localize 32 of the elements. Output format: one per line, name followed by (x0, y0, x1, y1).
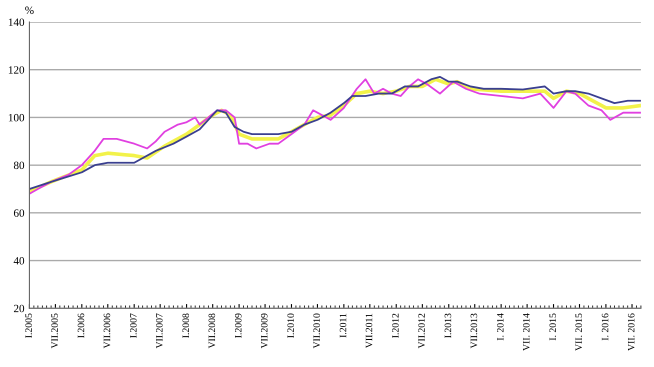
x-tick-label: I.2008 (182, 314, 190, 338)
x-tick-label: I.2007 (130, 313, 137, 338)
y-tick-label: 140 (8, 18, 24, 26)
x-tick-label: VII.2007 (156, 313, 163, 348)
x-tick-label: VII. 2014 (522, 313, 530, 351)
x-tick-label: I.2009 (234, 314, 242, 338)
x-tick-label: VII.2009 (260, 314, 268, 348)
x-tick-label: VII. 2016 (628, 313, 635, 351)
x-tick-label: VII.2010 (313, 314, 320, 348)
x-tick-label: I.2010 (287, 314, 294, 338)
x-tick-label: I. 2014 (497, 313, 504, 340)
x-tick-label: VII.2008 (208, 314, 216, 348)
x-tick-label: VII.2006 (104, 313, 110, 348)
x-tick-label: I.2012 (392, 314, 399, 338)
x-tick-label: I. 2015 (549, 314, 556, 340)
x-tick-label: I. 2016 (602, 313, 608, 340)
x-tick-label: I.2013 (444, 314, 452, 338)
x-tick-label: VII. 2015 (575, 314, 582, 351)
y-tick-label: 120 (8, 66, 24, 74)
x-tick-label: VII.2011 (366, 314, 372, 348)
x-tick-label: I.2006 (78, 313, 84, 338)
x-tick-label: I.2011 (340, 314, 346, 338)
x-tick-label: VII.2012 (418, 314, 425, 348)
y-tick-label: 40 (14, 257, 24, 265)
y-tick-label: 100 (8, 114, 24, 122)
y-tick-label: 80 (14, 162, 24, 170)
y-axis-title: % (25, 6, 34, 14)
x-tick-label: VII.2013 (470, 314, 478, 348)
x-tick-label: VII.2005 (51, 314, 58, 348)
x-tick-label: I.2005 (25, 314, 32, 338)
y-tick-label: 60 (14, 209, 24, 217)
y-tick-label: 20 (14, 304, 24, 312)
